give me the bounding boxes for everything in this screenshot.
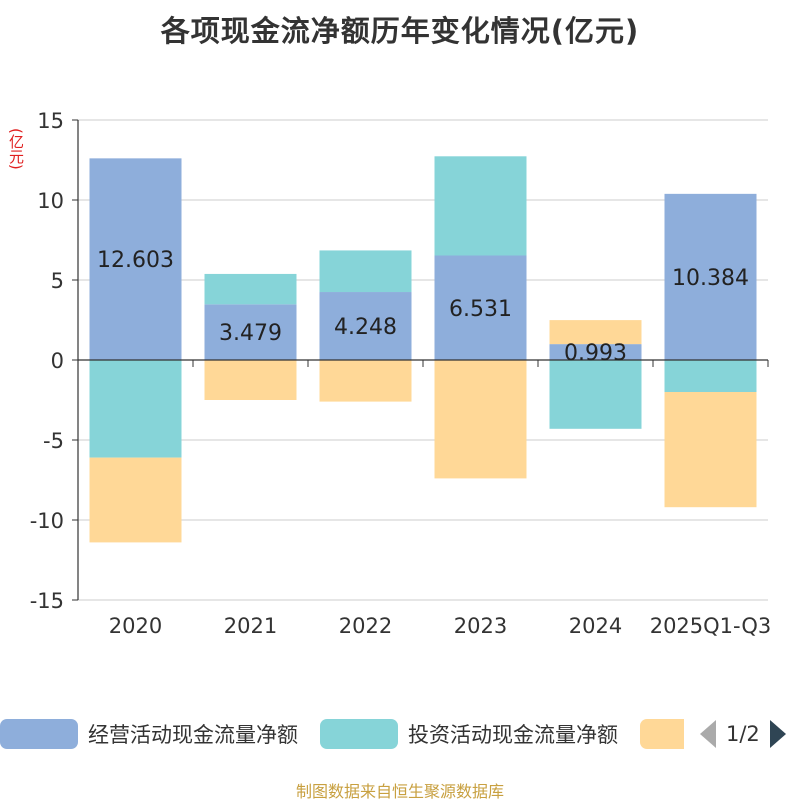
y-tick-label: 0 bbox=[51, 349, 64, 373]
bar-series0-2022 bbox=[319, 292, 412, 360]
legend-swatch-investing bbox=[320, 719, 398, 749]
y-tick-label: -10 bbox=[30, 509, 64, 533]
legend-swatch-operating bbox=[0, 719, 78, 749]
y-tick-label: 10 bbox=[37, 189, 64, 213]
legend-item-financing[interactable] bbox=[640, 716, 684, 752]
bar-series2-2023 bbox=[434, 360, 527, 479]
x-tick-label: 2023 bbox=[454, 614, 507, 638]
data-label: 0.993 bbox=[564, 341, 627, 366]
chart-title: 各项现金流净额历年变化情况(亿元) bbox=[160, 14, 640, 48]
y-tick-label: 5 bbox=[51, 269, 64, 293]
legend-label-operating: 经营活动现金流量净额 bbox=[88, 723, 298, 747]
data-label: 12.603 bbox=[97, 248, 174, 273]
bar-series2-2020 bbox=[89, 457, 182, 543]
data-label: 4.248 bbox=[334, 315, 397, 340]
bar-series2-2024 bbox=[549, 320, 642, 345]
bar-series0-2021 bbox=[204, 304, 297, 360]
bar-series1-2023 bbox=[434, 156, 527, 256]
bar-series2-2021 bbox=[204, 360, 297, 400]
bar-series2-2025Q1-Q3 bbox=[664, 392, 757, 508]
data-label: 3.479 bbox=[219, 321, 282, 346]
bar-series0-2024 bbox=[549, 344, 642, 360]
bar-series0-2025Q1-Q3 bbox=[664, 193, 757, 360]
y-tick-label: -5 bbox=[43, 429, 64, 453]
bar-series1-2020 bbox=[89, 360, 182, 458]
legend-next-icon[interactable] bbox=[769, 720, 786, 748]
y-tick-label: -15 bbox=[30, 589, 64, 613]
x-tick-label: 2024 bbox=[569, 614, 622, 638]
legend-prev-icon[interactable] bbox=[700, 720, 716, 748]
bar-series1-2024 bbox=[549, 360, 642, 429]
data-source-note: 制图数据来自恒生聚源数据库 bbox=[295, 782, 504, 801]
data-label: 6.531 bbox=[449, 297, 512, 322]
x-tick-label: 2025Q1-Q3 bbox=[650, 614, 772, 638]
x-tick-label: 2021 bbox=[224, 614, 277, 638]
legend-page-indicator: 1/2 bbox=[726, 722, 760, 746]
legend-swatch-financing bbox=[640, 719, 684, 749]
y-axis-unit: (亿元) bbox=[7, 128, 25, 170]
bar-series1-2021 bbox=[204, 273, 297, 305]
bar-series0-2020 bbox=[89, 158, 182, 360]
legend: 经营活动现金流量净额 投资活动现金流量净额 bbox=[0, 716, 800, 756]
bar-series1-2022 bbox=[319, 250, 412, 293]
bar-series2-2022 bbox=[319, 360, 412, 402]
legend-item-investing[interactable]: 投资活动现金流量净额 bbox=[320, 716, 618, 752]
bar-series0-2023 bbox=[434, 255, 527, 360]
legend-pager: 1/2 bbox=[700, 716, 786, 752]
legend-item-operating[interactable]: 经营活动现金流量净额 bbox=[0, 716, 298, 752]
x-tick-label: 2020 bbox=[109, 614, 162, 638]
bar-series1-2025Q1-Q3 bbox=[664, 360, 757, 392]
x-tick-label: 2022 bbox=[339, 614, 392, 638]
legend-label-investing: 投资活动现金流量净额 bbox=[408, 723, 618, 747]
y-tick-label: 15 bbox=[37, 109, 64, 133]
stacked-bar-chart: 15 10 5 0 -5 -10 -15 2020 2021 2022 2023 2024 2025Q1… bbox=[30, 109, 772, 638]
data-label: 10.384 bbox=[672, 266, 749, 291]
